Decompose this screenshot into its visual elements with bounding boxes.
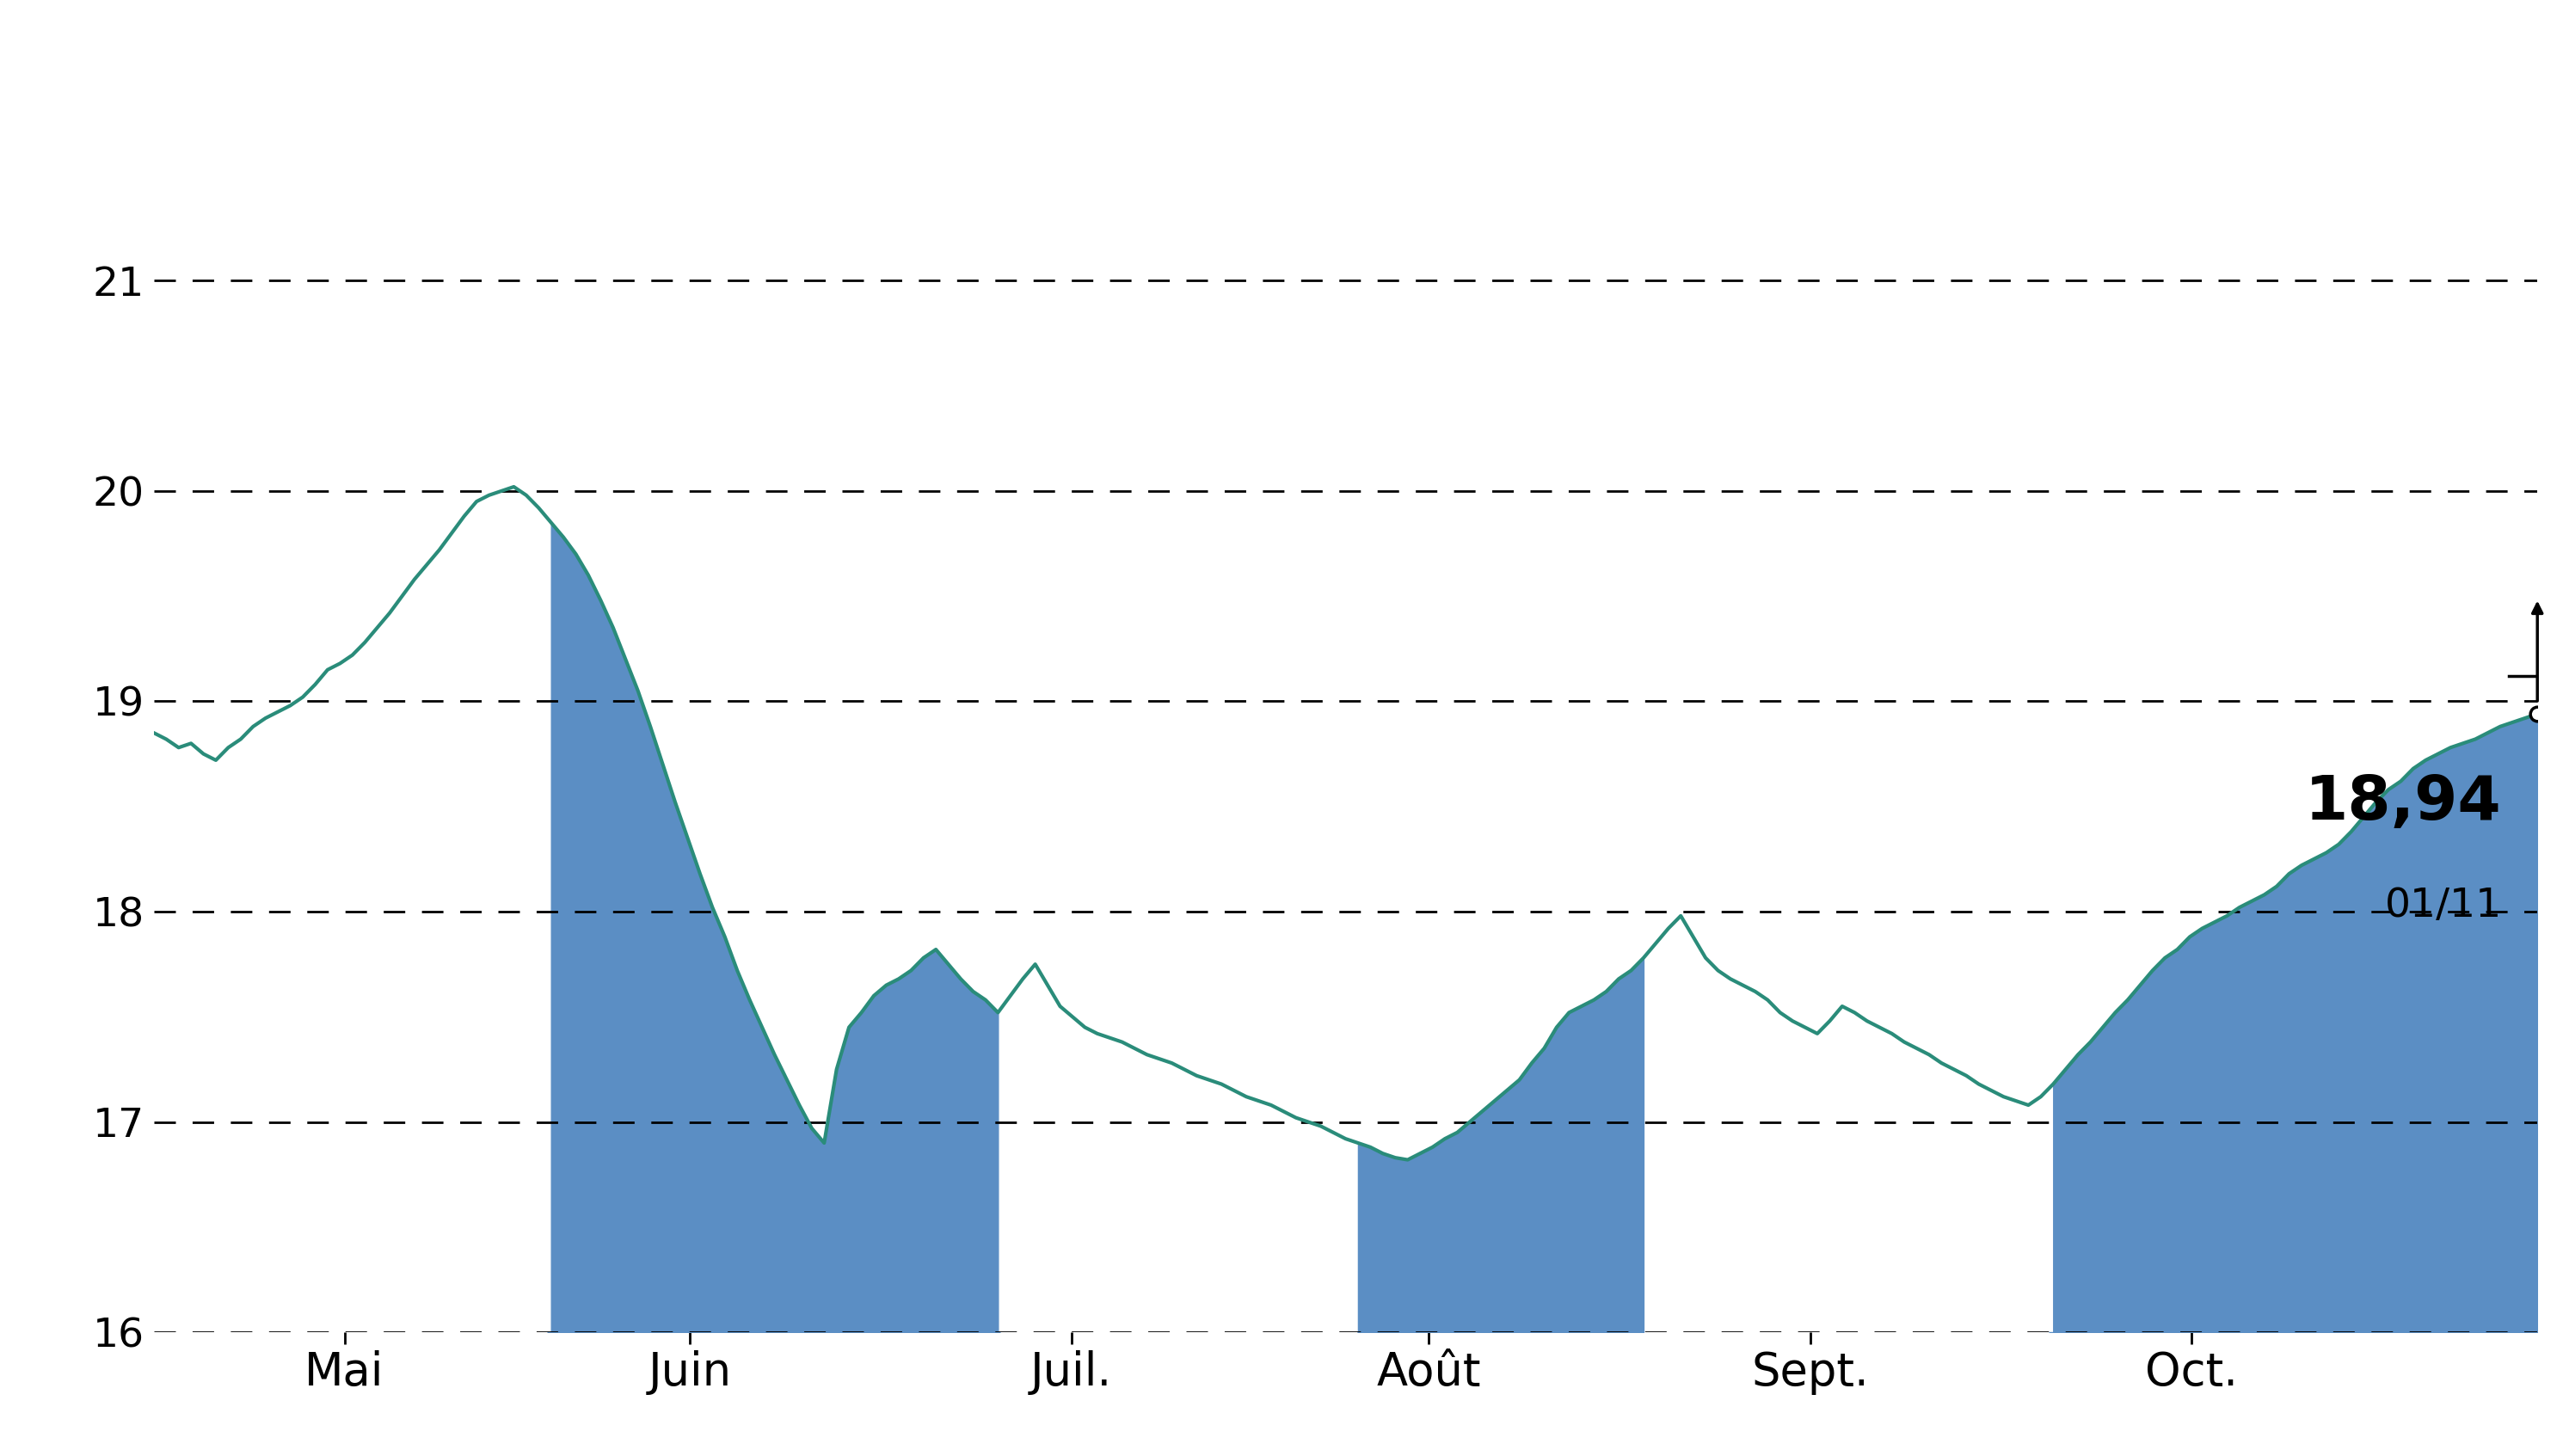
Text: CRCAM BRIE PIC2CCI: CRCAM BRIE PIC2CCI [723,38,1840,130]
Text: 18,94: 18,94 [2304,773,2501,833]
Text: 01/11: 01/11 [2384,887,2501,925]
